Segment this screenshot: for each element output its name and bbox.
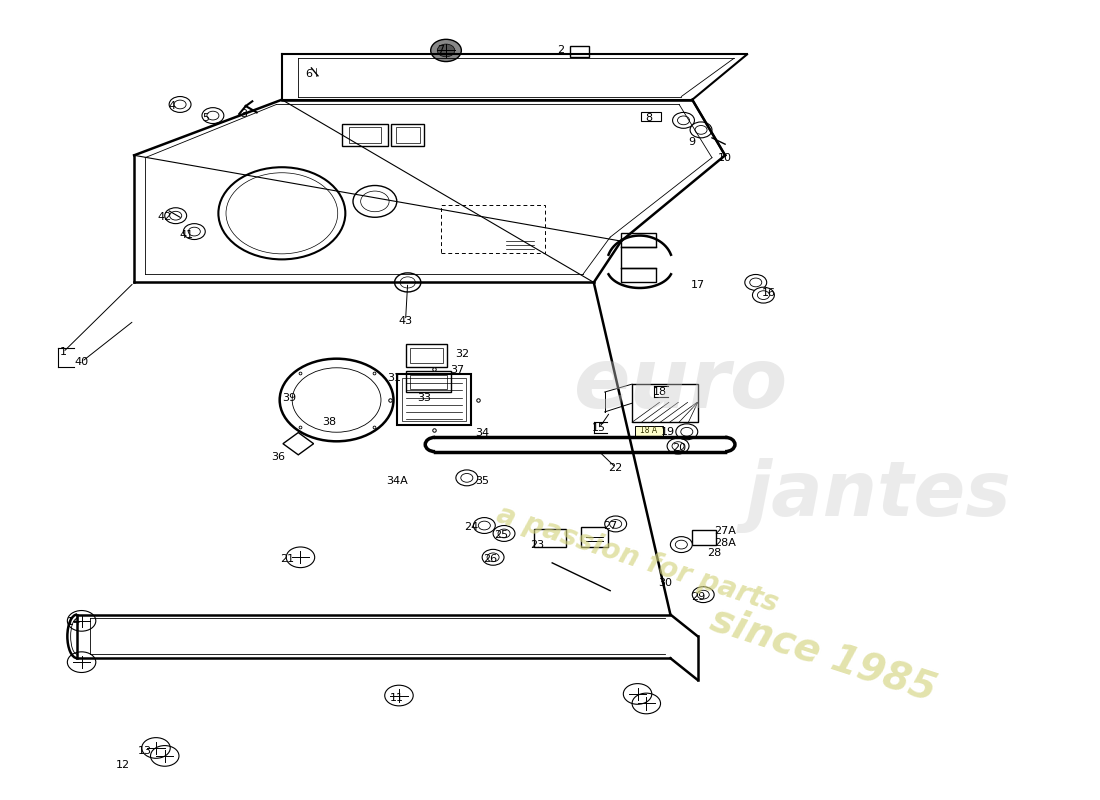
Text: 35: 35 [475,476,490,486]
Circle shape [745,274,767,290]
Text: 5: 5 [201,113,209,123]
Circle shape [493,526,515,542]
Text: 22: 22 [608,462,623,473]
Circle shape [697,590,710,599]
Text: 19: 19 [661,426,675,437]
Text: euro: euro [574,344,789,425]
Text: 6: 6 [306,70,312,79]
Text: 11: 11 [389,693,404,703]
Circle shape [174,100,186,109]
Circle shape [609,519,622,528]
Text: 7: 7 [437,46,444,55]
Text: 32: 32 [455,349,470,359]
Text: 36: 36 [272,452,286,462]
Circle shape [752,287,774,303]
Circle shape [675,540,688,549]
Circle shape [678,116,690,125]
Circle shape [605,516,627,532]
Text: jantes: jantes [746,458,1011,533]
Text: 4: 4 [169,101,176,111]
Circle shape [667,438,689,454]
Text: 41: 41 [179,230,194,240]
Text: a passion for parts: a passion for parts [493,500,782,618]
Text: 38: 38 [322,418,335,427]
Text: 21: 21 [280,554,295,564]
Text: 27: 27 [603,521,617,530]
Text: 14: 14 [67,618,81,627]
Circle shape [207,111,219,120]
Circle shape [438,44,454,57]
Text: 23: 23 [530,539,543,550]
Text: 17: 17 [691,280,705,290]
Text: 37: 37 [450,365,464,375]
Text: 20: 20 [672,442,686,453]
FancyBboxPatch shape [636,426,662,436]
Text: 8: 8 [645,113,652,123]
Text: 18 A: 18 A [640,426,657,435]
Circle shape [758,290,769,299]
Circle shape [169,211,182,220]
Circle shape [681,427,693,436]
Circle shape [202,108,224,123]
Text: 13: 13 [139,746,152,756]
Text: 33: 33 [417,394,431,403]
Circle shape [675,424,697,440]
Text: 39: 39 [283,394,297,403]
Text: 34A: 34A [386,476,408,486]
Text: 1: 1 [59,347,66,358]
Circle shape [461,474,473,482]
Text: 26: 26 [483,554,497,564]
Text: 42: 42 [157,212,172,222]
Circle shape [695,126,707,134]
Circle shape [672,442,684,450]
Circle shape [487,553,499,562]
Text: 15: 15 [592,423,606,433]
Text: 43: 43 [398,315,412,326]
Circle shape [482,550,504,566]
Text: 34: 34 [475,428,490,438]
Text: 16: 16 [762,288,776,298]
Circle shape [473,518,495,534]
Circle shape [498,529,510,538]
Circle shape [478,521,491,530]
Circle shape [188,227,200,236]
Text: 29: 29 [691,592,705,602]
Text: 9: 9 [689,137,696,147]
Circle shape [169,97,191,113]
Circle shape [184,224,206,239]
Text: 27A: 27A [714,526,736,536]
Circle shape [165,208,187,224]
Circle shape [431,39,461,62]
Circle shape [670,537,692,553]
Text: 25: 25 [494,530,508,540]
Text: 2: 2 [558,46,564,55]
Circle shape [692,586,714,602]
Text: 24: 24 [464,522,478,532]
Text: 28: 28 [707,547,722,558]
Text: 12: 12 [117,761,130,770]
Circle shape [690,122,712,138]
Text: 3: 3 [240,109,248,119]
Text: 18: 18 [652,387,667,397]
Text: 10: 10 [718,153,733,162]
Circle shape [455,470,477,486]
Text: 31: 31 [387,373,402,382]
Text: 40: 40 [75,357,89,367]
Circle shape [750,278,762,286]
Text: since 1985: since 1985 [706,600,942,709]
Text: 30: 30 [658,578,672,588]
Text: 28A: 28A [714,538,736,548]
Circle shape [672,113,694,128]
